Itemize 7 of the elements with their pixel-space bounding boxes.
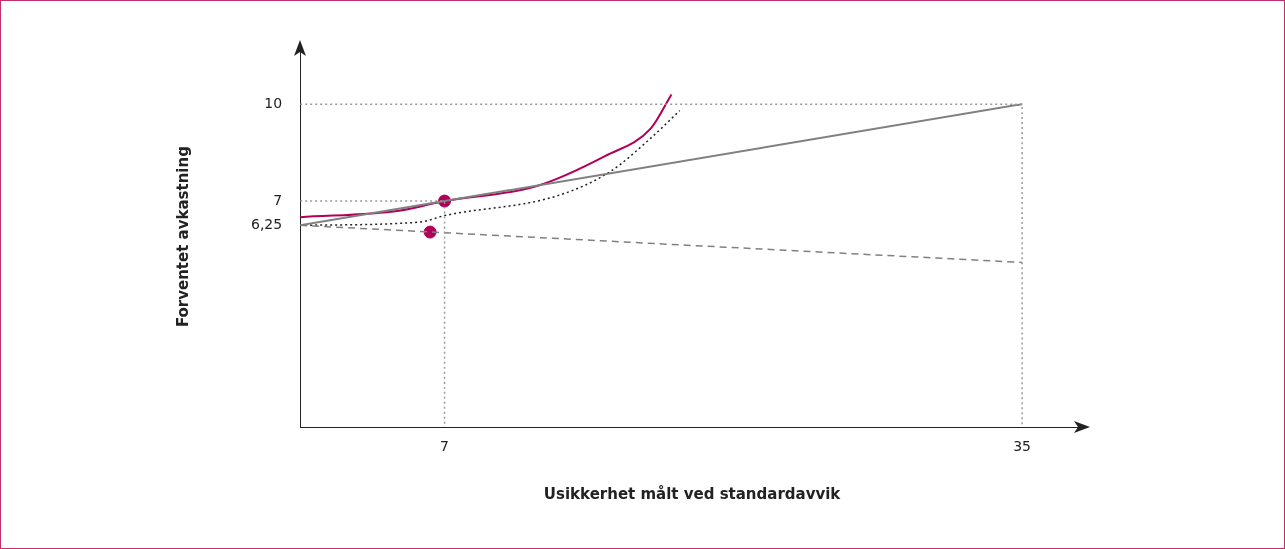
x-tick-label: 35 [1013,438,1032,455]
y-tick-label: 7 [273,191,283,208]
line-series [300,93,673,219]
y-tick-label: 6,25 [251,215,283,232]
x-axis-title: Usikkerhet målt ved standardavvik [543,484,842,503]
y-axis-title: Forventet avkastning [173,146,192,328]
y-tick-label: 10 [264,94,283,111]
